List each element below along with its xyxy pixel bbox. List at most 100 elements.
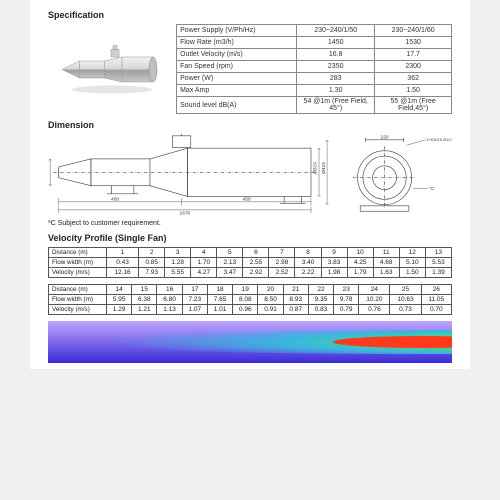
dimension-title: Dimension — [48, 120, 452, 130]
dim-overall: 1670 — [179, 211, 190, 216]
vel-cell: 4.25 — [347, 258, 373, 268]
vel-cell: 7.65 — [207, 295, 232, 305]
dimension-end-drawing: 220 2 HOLES Ø12.00 *C — [344, 134, 452, 216]
vel-row: Velocity (m/s)12.167.935.554.273.472.922… — [49, 268, 452, 278]
vel-row-label: Distance (m) — [49, 248, 107, 258]
vel-cell: 22 — [308, 285, 333, 295]
vel-cell: 1.29 — [107, 305, 132, 315]
vel-cell: 0.70 — [421, 305, 451, 315]
vel-cell: 15 — [132, 285, 157, 295]
vel-cell: 8.93 — [283, 295, 308, 305]
vel-cell: 2.22 — [295, 268, 321, 278]
vel-cell: 5.53 — [425, 258, 451, 268]
vel-cell: 0.96 — [233, 305, 258, 315]
dim-right-diam-outer: Ø415 — [321, 162, 327, 174]
spec-row: Flow Rate (m3/h)14501530 — [177, 37, 452, 49]
dim-right-diam-inner: Ø315 — [312, 162, 318, 174]
vel-cell: 9.78 — [334, 295, 359, 305]
vel-cell: 5.55 — [165, 268, 191, 278]
vel-cell: 3.47 — [217, 268, 243, 278]
vel-cell: 2.52 — [269, 268, 295, 278]
vel-cell: 2.13 — [217, 258, 243, 268]
vel-cell: 20 — [258, 285, 283, 295]
spec-value: 1.50 — [375, 85, 452, 97]
vel-cell: 5 — [217, 248, 243, 258]
dimension-footnote: *C Subject to customer requirement. — [48, 220, 452, 227]
vel-cell: 5.10 — [399, 258, 425, 268]
vel-cell: 25 — [390, 285, 421, 295]
spec-label: Outlet Velocity (m/s) — [177, 49, 297, 61]
vel-row: Velocity (m/s)1.291.211.131.071.010.960.… — [49, 305, 452, 315]
vel-cell: 4 — [191, 248, 217, 258]
vel-cell: 14 — [107, 285, 132, 295]
spec-row: Sound level dB(A)54 @1m (Free Field, 45°… — [177, 97, 452, 114]
spec-row: Fan Speed (rpm)23502300 — [177, 61, 452, 73]
vel-cell: 10.63 — [390, 295, 421, 305]
dim-seg-left: 450 — [111, 197, 119, 203]
spec-value: 54 @1m (Free Field, 45°) — [297, 97, 375, 114]
vel-cell: 9.35 — [308, 295, 333, 305]
specification-row: Power Supply (V/Ph/Hz)230~240/1/50230~24… — [48, 24, 452, 114]
vel-cell: 8.08 — [233, 295, 258, 305]
vel-row-label: Flow width (m) — [49, 258, 107, 268]
vel-cell: 16 — [157, 285, 182, 295]
vel-cell: 8 — [295, 248, 321, 258]
vel-cell: 0.76 — [359, 305, 390, 315]
spec-row: Max Amp1.301.50 — [177, 85, 452, 97]
spec-row: Power (W)283362 — [177, 73, 452, 85]
spec-value: 2350 — [297, 61, 375, 73]
spec-label: Sound level dB(A) — [177, 97, 297, 114]
spec-value: 55 @1m (Free Field,45°) — [375, 97, 452, 114]
vel-cell: 2 — [139, 248, 165, 258]
spec-label: Max Amp — [177, 85, 297, 97]
vel-row-label: Velocity (m/s) — [49, 305, 107, 315]
velocity-table-1: Distance (m)12345678910111213Flow width … — [48, 247, 452, 278]
velocity-table-2: Distance (m)14151617181920212223242526Fl… — [48, 284, 452, 315]
vel-cell: 3.40 — [295, 258, 321, 268]
vel-cell: 4.68 — [373, 258, 399, 268]
vel-cell: 7.23 — [182, 295, 207, 305]
vel-cell: 19 — [233, 285, 258, 295]
specification-title: Specification — [48, 10, 452, 20]
vel-cell: 10 — [347, 248, 373, 258]
vel-cell: 2.98 — [269, 258, 295, 268]
spec-value: 1.30 — [297, 85, 375, 97]
vel-cell: 1.63 — [373, 268, 399, 278]
vel-cell: 23 — [334, 285, 359, 295]
vel-cell: 0.83 — [308, 305, 333, 315]
vel-row: Flow width (m)5.956.386.807.237.658.088.… — [49, 295, 452, 305]
vel-cell: 1.28 — [165, 258, 191, 268]
vel-cell: 26 — [421, 285, 451, 295]
spec-tbody: Power Supply (V/Ph/Hz)230~240/1/50230~24… — [177, 25, 452, 114]
vel-row: Flow width (m)0.430.851.281.702.132.552.… — [49, 258, 452, 268]
vel-cell: 6 — [243, 248, 269, 258]
vel-cell: 1.50 — [399, 268, 425, 278]
vel-cell: 12 — [399, 248, 425, 258]
vel-cell: 0.85 — [139, 258, 165, 268]
vel-cell: 4.27 — [191, 268, 217, 278]
vel-cell: 1.01 — [207, 305, 232, 315]
spec-label: Power (W) — [177, 73, 297, 85]
spec-label: Fan Speed (rpm) — [177, 61, 297, 73]
spec-value: 16.8 — [297, 49, 375, 61]
dim-top-width: 220 — [380, 135, 388, 141]
spec-label: Flow Rate (m3/h) — [177, 37, 297, 49]
vel-row-label: Distance (m) — [49, 285, 107, 295]
spec-value: 283 — [297, 73, 375, 85]
vel-cell: 3 — [165, 248, 191, 258]
vel-cell: 11.05 — [421, 295, 451, 305]
vel-cell: 8.50 — [258, 295, 283, 305]
vel-cell: 1 — [107, 248, 139, 258]
vel-cell: 9 — [321, 248, 347, 258]
vel-row-label: Velocity (m/s) — [49, 268, 107, 278]
spec-value: 230~240/1/50 — [297, 25, 375, 37]
vel-row: Distance (m)14151617181920212223242526 — [49, 285, 452, 295]
vel-cell: 10.20 — [359, 295, 390, 305]
spec-value: 362 — [375, 73, 452, 85]
dim-holes: 2 HOLES Ø12.00 — [426, 138, 452, 142]
dim-seg-right: 450 — [243, 197, 251, 203]
vel-cell: 1.21 — [132, 305, 157, 315]
velocity-heatmap — [48, 321, 452, 363]
spec-value: 230~240/1/60 — [375, 25, 452, 37]
vel-cell: 13 — [425, 248, 451, 258]
